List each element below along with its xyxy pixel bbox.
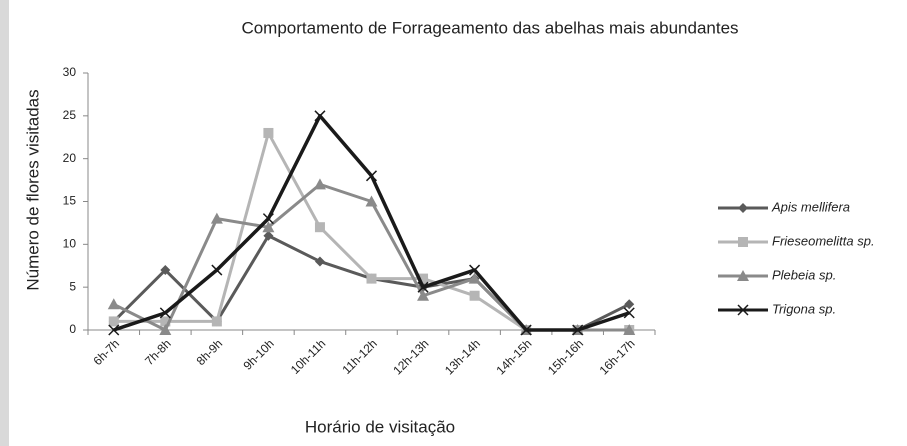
x-tick-label: 12h-13h: [390, 336, 431, 377]
point: [108, 316, 119, 327]
point: [263, 230, 274, 241]
x-tick-label: 7h-8h: [142, 336, 174, 368]
point: [520, 324, 532, 336]
legend-item: Frieseomelitta sp.: [718, 233, 875, 248]
y-tick-label: 0: [69, 322, 76, 336]
point: [624, 299, 635, 310]
point: [314, 110, 326, 122]
x-tick-label: 14h-15h: [493, 336, 534, 377]
y-tick-label: 25: [63, 108, 77, 122]
legend-label: Apis mellifera: [771, 199, 850, 214]
y-axis-title: Número de flores visitadas: [23, 89, 42, 290]
x-tick-label: 9h-10h: [240, 336, 276, 372]
chart-title: Comportamento de Forrageamento das abelh…: [241, 18, 738, 37]
point: [417, 289, 430, 301]
x-tick-label: 8h-9h: [194, 336, 226, 368]
y-tick-label: 30: [63, 65, 77, 79]
point: [263, 127, 274, 138]
legend-item: Apis mellifera: [718, 199, 850, 214]
y-tick-label: 10: [63, 237, 77, 251]
series-line: [113, 131, 630, 332]
series-line: [113, 114, 630, 332]
point: [107, 298, 120, 310]
point: [469, 290, 480, 301]
point: [469, 264, 481, 276]
y-tick-label: 15: [63, 194, 77, 208]
point: [314, 222, 325, 233]
x-tick-label: 11h-12h: [339, 336, 379, 376]
point: [572, 324, 584, 336]
point: [365, 195, 378, 207]
point: [160, 316, 171, 327]
legend-marker: [738, 203, 748, 213]
legend-item: Trigona sp.: [718, 301, 836, 316]
x-axis-title: Horário de visitação: [305, 417, 455, 436]
series: [108, 110, 635, 336]
legend-item: Plebeia sp.: [718, 267, 836, 282]
y-tick-label: 5: [69, 279, 76, 293]
point: [210, 212, 223, 224]
legend-marker: [737, 304, 749, 316]
point: [262, 213, 274, 225]
x-tick-label: 15h-16h: [545, 336, 586, 377]
point: [623, 307, 635, 319]
point: [365, 170, 378, 182]
point: [159, 307, 171, 319]
y-tick-label: 20: [63, 151, 77, 165]
series: [107, 178, 636, 335]
point: [623, 324, 636, 335]
point: [417, 281, 429, 293]
point: [211, 264, 223, 276]
point: [314, 256, 325, 267]
legend-marker: [737, 270, 749, 281]
legend-label: Frieseomelitta sp.: [772, 233, 875, 248]
x-tick-label: 13h-14h: [442, 336, 483, 377]
point: [211, 316, 222, 327]
legend-label: Trigona sp.: [772, 301, 836, 316]
point: [468, 272, 481, 284]
legend-label: Plebeia sp.: [772, 267, 836, 282]
point: [418, 273, 429, 284]
left-border: [0, 0, 9, 446]
series: [108, 127, 635, 335]
point: [159, 324, 172, 335]
x-tick-label: 16h-17h: [597, 336, 638, 377]
legend-marker: [738, 237, 748, 247]
x-tick-label: 10h-11h: [288, 336, 328, 376]
point: [366, 273, 377, 284]
point: [262, 221, 275, 233]
point: [108, 324, 120, 336]
point: [313, 178, 326, 190]
x-tick-label: 6h-7h: [91, 336, 123, 368]
point: [160, 265, 171, 276]
